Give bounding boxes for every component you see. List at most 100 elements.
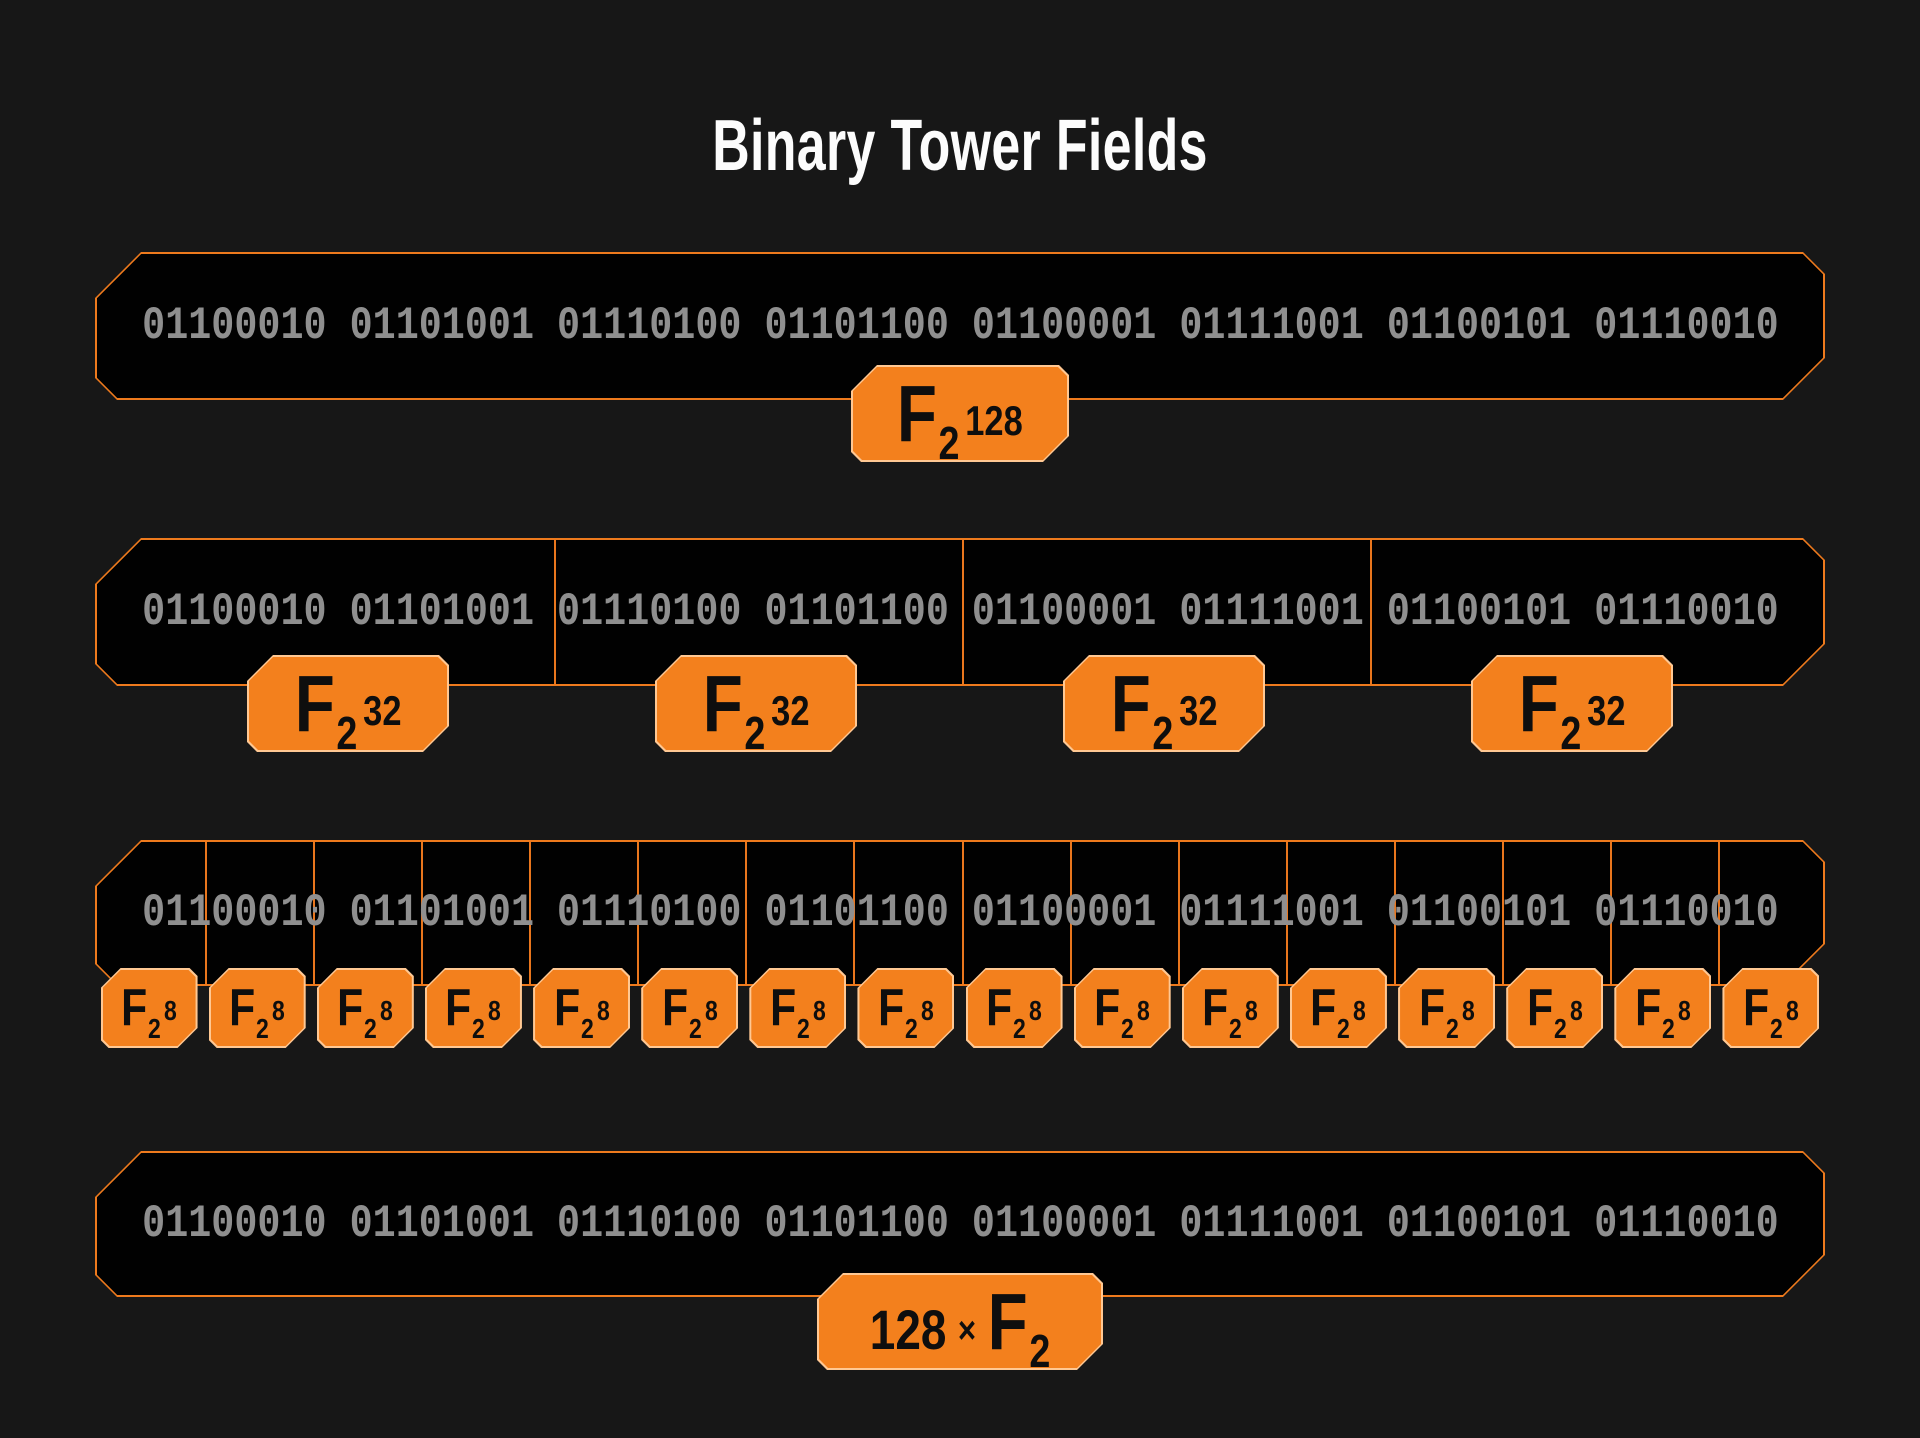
badge-sub: 2	[472, 1013, 486, 1044]
badge-sup: 32	[363, 686, 402, 734]
field-box-surface: 01100010 01101001 01110100 01101100 0110…	[97, 540, 1824, 685]
badge-sub: 2	[1337, 1013, 1351, 1044]
badge-sup: 8	[812, 995, 826, 1026]
badge-sub: 2	[904, 1013, 918, 1044]
badge-base: F	[702, 658, 743, 748]
badge-sup: 8	[1245, 995, 1259, 1026]
badge-sub: 2	[1152, 706, 1174, 759]
badge-label: F 2 32	[249, 657, 447, 750]
badge-f2-128: F 2 128	[851, 365, 1069, 462]
badge-sup: 8	[704, 995, 718, 1026]
cell-divider	[554, 540, 556, 685]
badge-base: F	[1310, 979, 1337, 1037]
badge-base: F	[1743, 979, 1770, 1037]
badge-sub: 2	[1445, 1013, 1459, 1044]
field-box-128-f2: 01100010 01101001 01110100 01101100 0110…	[95, 1151, 1825, 1297]
badge-sub: 2	[1121, 1013, 1134, 1044]
cell-divider	[1394, 842, 1396, 985]
binary-string: 01100010 01101001 01110100 01101100 0110…	[141, 586, 1779, 638]
cell-divider	[745, 842, 747, 985]
badge-times: ×	[957, 1309, 977, 1352]
badge-base: F	[769, 979, 797, 1037]
badge-sup: 8	[596, 995, 610, 1026]
badge-f2-32: F 2 32	[1471, 655, 1673, 752]
binary-string: 01100010 01101001 01110100 01101100 0110…	[141, 887, 1779, 939]
cell-divider	[853, 842, 855, 985]
badge-base: F	[1418, 979, 1445, 1037]
diagram-title: Binary Tower Fields	[712, 106, 1208, 186]
cell-divider	[421, 842, 423, 985]
cell-divider	[1178, 842, 1180, 985]
binary-string: 01100010 01101001 01110100 01101100 0110…	[141, 1198, 1779, 1250]
cell-divider	[1370, 540, 1372, 685]
field-box-f2-8: 01100010 01101001 01110100 01101100 0110…	[95, 840, 1825, 986]
cell-divider	[313, 842, 315, 985]
badge-sub: 2	[1013, 1013, 1026, 1044]
cell-divider	[529, 842, 531, 985]
badge-sup: 32	[771, 686, 810, 734]
cell-divider	[1610, 842, 1612, 985]
badge-sup: 8	[921, 995, 934, 1026]
badge-f2-32: F 2 32	[655, 655, 857, 752]
badge-sub: 2	[1029, 1324, 1051, 1377]
cell-divider	[962, 842, 964, 985]
cell-divider	[637, 842, 639, 985]
badge-base: F	[1202, 979, 1229, 1037]
badge-sup: 8	[1029, 995, 1042, 1026]
badge-sub: 2	[148, 1013, 161, 1044]
field-box-f2-128: 01100010 01101001 01110100 01101100 0110…	[95, 252, 1825, 400]
badge-base: F	[294, 658, 335, 748]
badge-base: F	[661, 979, 688, 1037]
badge-sub: 2	[364, 1013, 378, 1044]
badge-base: F	[229, 979, 256, 1037]
cell-divider	[205, 842, 207, 985]
field-box-surface: 01100010 01101001 01110100 01101100 0110…	[97, 842, 1824, 985]
field-box-surface: 01100010 01101001 01110100 01101100 0110…	[97, 1153, 1824, 1296]
badge-f2-32: F 2 32	[247, 655, 449, 752]
badge-sup: 32	[1179, 686, 1218, 734]
badge-sub: 2	[938, 416, 960, 469]
badge-base: F	[987, 1276, 1028, 1366]
badge-sub: 2	[688, 1013, 702, 1044]
badge-base: F	[1526, 979, 1553, 1037]
badge-f2-32: F 2 32	[1063, 655, 1265, 752]
badge-sup: 8	[380, 995, 394, 1026]
badge-base: F	[878, 979, 905, 1037]
cell-divider	[962, 540, 964, 685]
binary-string: 01100010 01101001 01110100 01101100 0110…	[141, 300, 1779, 352]
cell-divider	[1718, 842, 1720, 985]
badge-label: F 2 32	[1065, 657, 1263, 750]
badge-base: F	[553, 979, 580, 1037]
badge-num: 128	[869, 1297, 947, 1361]
badge-sup: 8	[1461, 995, 1475, 1026]
cell-divider	[1070, 842, 1072, 985]
badge-sup: 8	[1569, 995, 1583, 1026]
badge-base: F	[337, 979, 364, 1037]
badge-sub: 2	[744, 706, 766, 759]
badge-label: F 2 32	[1473, 657, 1671, 750]
badge-base: F	[1634, 979, 1662, 1037]
